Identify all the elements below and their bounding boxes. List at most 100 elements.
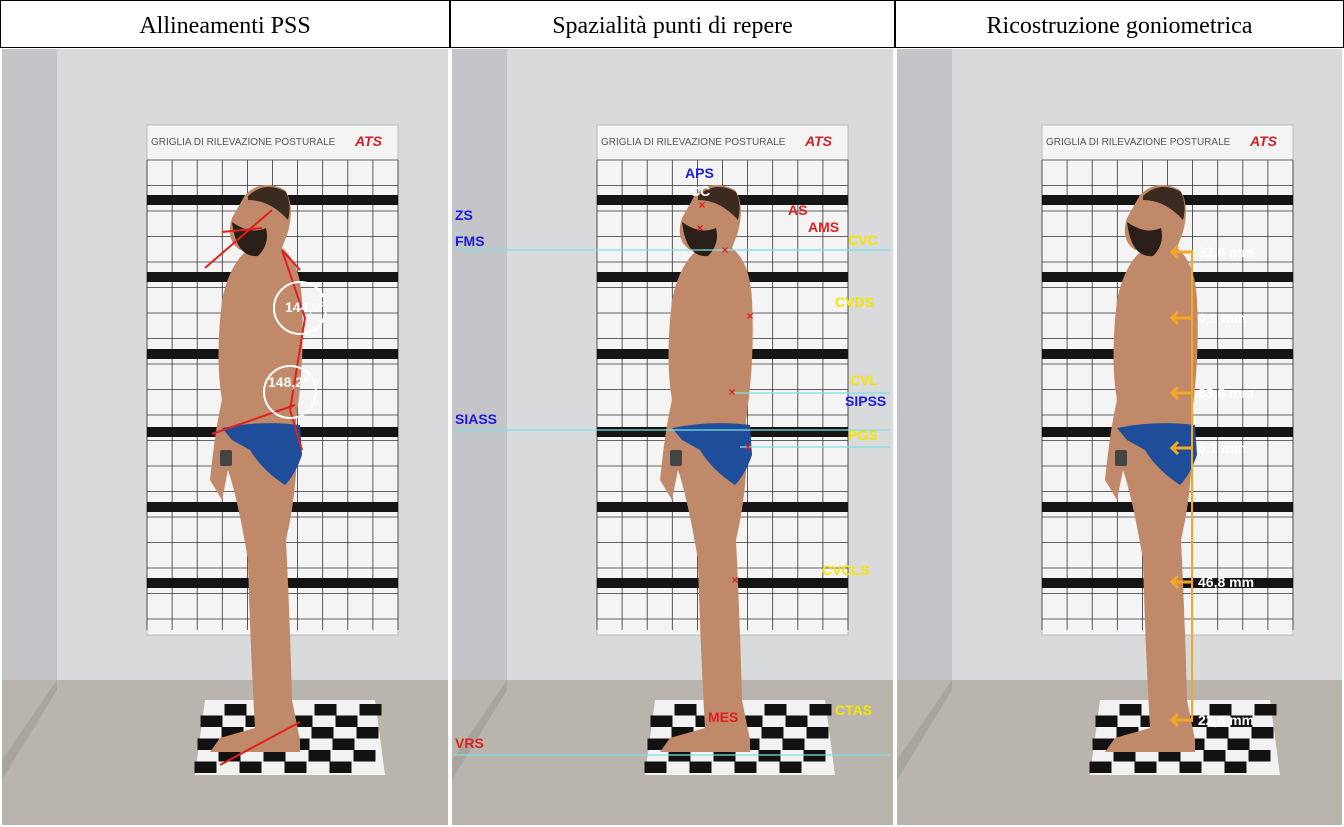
mat-square — [1224, 761, 1247, 773]
floor-left — [897, 680, 952, 780]
panel-title: Allineamenti PSS — [139, 13, 310, 39]
landmark-label: SIASS — [455, 411, 497, 427]
mat-square — [218, 750, 241, 762]
mat-square — [194, 761, 217, 773]
hair — [698, 186, 740, 220]
person — [210, 185, 303, 752]
mat-square — [224, 704, 247, 716]
mat-square — [197, 738, 220, 750]
mat-square — [263, 750, 286, 762]
mat-square — [356, 727, 379, 739]
offset-arrow — [1169, 310, 1192, 326]
mat-square — [221, 727, 244, 739]
landmark-label: CVCLS — [822, 562, 869, 578]
board-brand: ATS — [1249, 133, 1278, 149]
angle-arc — [263, 365, 317, 419]
mat-square — [359, 704, 382, 716]
landmark-marker: × — [696, 221, 703, 235]
beard — [1127, 222, 1162, 257]
landmark-label: CTAS — [835, 702, 872, 718]
landmark-label: CVL — [850, 372, 878, 388]
landmark-label: ZS — [455, 207, 473, 223]
mat-square — [284, 761, 307, 773]
landmark-label: PGS — [848, 427, 878, 443]
landmark-marker: × — [721, 243, 728, 257]
wall-left — [452, 49, 507, 749]
mat-square — [1092, 738, 1115, 750]
mat-square — [644, 761, 667, 773]
mat-square — [239, 761, 262, 773]
offset-label: 46,8 mm — [1198, 574, 1254, 590]
landmark-marker: × — [744, 440, 751, 454]
offset-arrow — [1169, 385, 1192, 401]
offset-label: 82,6 mm — [1198, 244, 1254, 260]
watch — [670, 450, 682, 466]
panel: Ricostruzione goniometrica GRIGLIA DI RIL… — [895, 0, 1344, 825]
briefs — [222, 423, 302, 485]
board-brand: ATS — [354, 133, 383, 149]
mat-square — [689, 761, 712, 773]
mat-square — [779, 761, 802, 773]
mat-square — [1119, 704, 1142, 716]
header-cell — [0, 0, 450, 48]
mat-square — [1158, 750, 1181, 762]
landmark-label: SIPSS — [845, 393, 886, 409]
mat-square — [674, 704, 697, 716]
landmark-label: CC — [690, 183, 710, 199]
mat-square — [1251, 727, 1274, 739]
mat-square — [1203, 750, 1226, 762]
mat-square — [1134, 761, 1157, 773]
panel: Spazialità punti di repere GRIGLIA DI RIL… — [450, 0, 895, 825]
landmark-label: VRS — [455, 735, 484, 751]
mat-square — [647, 738, 670, 750]
offset-arrow — [1169, 574, 1192, 590]
mat-square — [311, 727, 334, 739]
mat-square — [713, 750, 736, 762]
landmark-marker: × — [698, 198, 705, 212]
mat-square — [1089, 761, 1112, 773]
alignment-line — [281, 249, 306, 319]
mat-square — [332, 738, 355, 750]
mat-square — [761, 727, 784, 739]
offset-label: 5,1 mm — [1198, 440, 1246, 456]
header-cell — [450, 0, 895, 48]
briefs — [1117, 423, 1197, 485]
person — [660, 185, 753, 752]
wall-left — [2, 49, 57, 749]
mat-square — [1095, 715, 1118, 727]
offset-label: 0,0 mm — [1198, 310, 1246, 326]
angle-arc — [273, 281, 327, 335]
watch — [220, 450, 232, 466]
mat-square — [353, 750, 376, 762]
mat-square — [1254, 704, 1277, 716]
mat-square — [734, 761, 757, 773]
offset-arrow — [1169, 244, 1192, 260]
landmark-label: FMS — [455, 233, 485, 249]
alignment-line — [211, 404, 296, 435]
mat-square — [1113, 750, 1136, 762]
mat-square — [1227, 738, 1250, 750]
hair — [1143, 186, 1185, 220]
hair — [248, 186, 290, 220]
board-caption: GRIGLIA DI RILEVAZIONE POSTURALE — [1046, 137, 1231, 148]
mat-square — [806, 727, 829, 739]
mat-square — [764, 704, 787, 716]
mat-square — [809, 704, 832, 716]
mat-square — [1230, 715, 1253, 727]
panel: Allineamenti PSS GRIGLIA DI RILEVAZIONE P… — [0, 0, 450, 825]
landmark-label: AS — [788, 202, 807, 218]
board-brand: ATS — [804, 133, 833, 149]
mat-square — [803, 750, 826, 762]
angle-label: 148,2° — [268, 374, 309, 390]
mat-square — [785, 715, 808, 727]
landmark-label: CVDS — [835, 294, 874, 310]
board-caption: GRIGLIA DI RILEVAZIONE POSTURALE — [601, 137, 786, 148]
mat-square — [668, 750, 691, 762]
mat-square — [308, 750, 331, 762]
alignment-line — [281, 249, 301, 271]
mat-square — [1185, 715, 1208, 727]
offset-label: 63,6 mm — [1198, 385, 1254, 401]
offset-arrow — [1169, 712, 1192, 728]
header-cell — [895, 0, 1344, 48]
